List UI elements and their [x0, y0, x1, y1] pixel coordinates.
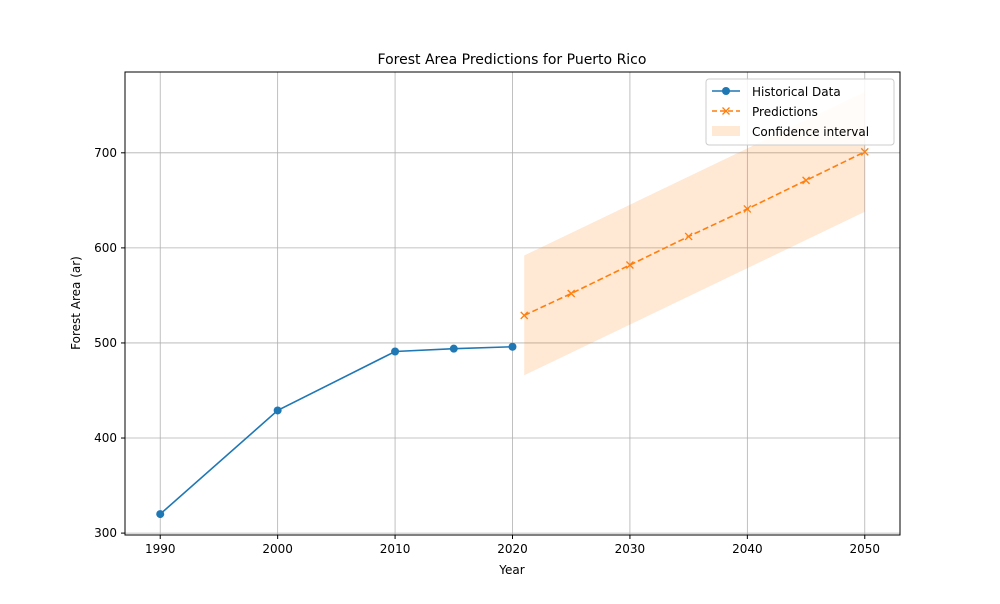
x-tick-label: 2050 [849, 542, 880, 556]
prediction-point [743, 204, 752, 213]
historical-data-point [156, 510, 165, 519]
chart-title: Forest Area Predictions for Puerto Rico [378, 52, 647, 68]
historical-data-point [391, 347, 400, 356]
confidence-interval-band [524, 91, 865, 376]
x-tick-label: 1990 [145, 542, 176, 556]
prediction-point [625, 261, 634, 269]
y-tick-label: 300 [94, 526, 117, 540]
legend-box [705, 78, 895, 146]
x-tick-label: 2000 [262, 542, 293, 556]
historical-data-point [273, 406, 282, 415]
legend-historical-label: Historical Data [752, 85, 841, 99]
prediction-point [684, 232, 693, 241]
historical-data-point [508, 342, 517, 351]
legend: Historical Data Predictions Confidence i… [705, 78, 895, 146]
legend-confidence-label: Confidence interval [752, 125, 869, 139]
tick-layer: 1990 2000 2010 2020 2030 2040 2050 300 400 500 600… [94, 146, 880, 556]
y-tick-label: 600 [94, 241, 117, 255]
legend-historical-marker [722, 87, 730, 95]
prediction-point [567, 289, 576, 298]
prediction-point [802, 176, 811, 185]
y-tick-label: 700 [94, 146, 117, 160]
data-layer [156, 91, 869, 519]
x-tick-label: 2010 [380, 542, 411, 556]
y-tick-label: 400 [94, 431, 117, 445]
y-tick-label: 500 [94, 336, 117, 350]
x-tick-label: 2020 [497, 542, 528, 556]
y-axis-label: Forest Area (ar) [69, 256, 83, 350]
legend-predictions-label: Predictions [752, 105, 818, 119]
x-tick-label: 2030 [615, 542, 646, 556]
prediction-point [520, 311, 529, 320]
legend-confidence-swatch [712, 126, 740, 136]
historical-data-point [449, 344, 458, 353]
legend-predictions-marker [722, 107, 730, 115]
x-axis-label: Year [498, 563, 524, 577]
x-tick-label: 2040 [732, 542, 763, 556]
prediction-point [860, 147, 869, 156]
